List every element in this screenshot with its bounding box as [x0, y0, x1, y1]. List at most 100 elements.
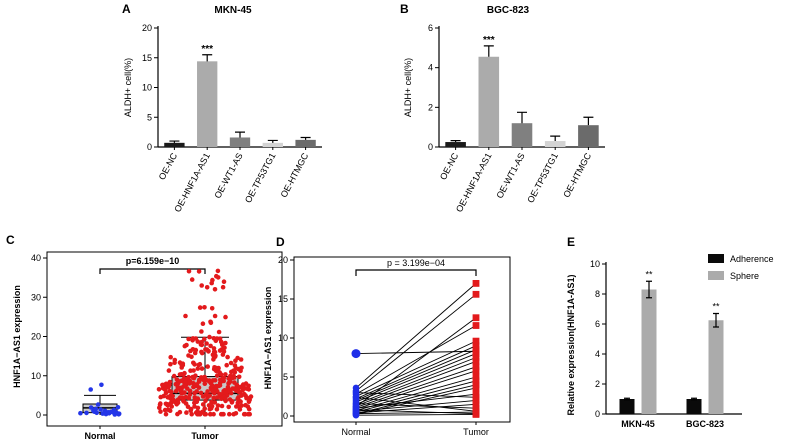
data-point: [208, 343, 213, 349]
data-point: [158, 409, 163, 414]
data-point: [205, 395, 210, 400]
data-point: [167, 388, 172, 394]
data-point: [227, 397, 233, 402]
data-point: [168, 361, 173, 367]
y-tick-label: 6: [428, 23, 433, 33]
data-point: [188, 406, 194, 412]
y-tick-label: 2: [428, 102, 433, 112]
pair-line: [355, 403, 477, 414]
data-point: [209, 399, 214, 405]
y-axis-label: HNF1A−AS1 expression: [12, 285, 22, 388]
y-tick-label: 40: [31, 253, 41, 263]
x-tick-label: Normal: [84, 431, 115, 441]
y-axis-label: Relative expression(HNF1A-AS1): [566, 274, 576, 415]
y-tick-label: 20: [142, 23, 152, 33]
tumor-point: [472, 350, 480, 357]
significance-bracket: [99, 268, 206, 274]
data-point: [227, 411, 232, 417]
data-point: [242, 391, 247, 397]
data-point: [175, 384, 181, 390]
x-tick-label: OE-HNF1A-AS1: [454, 151, 494, 214]
x-tick-label: Tumor: [191, 431, 219, 441]
bar-oe-hnf1a-as1: [478, 56, 500, 148]
error-bar: [267, 139, 278, 143]
data-point: [189, 354, 194, 360]
data-point: [160, 382, 165, 388]
data-point: [233, 411, 239, 416]
data-point: [206, 379, 212, 384]
data-point: [191, 384, 196, 390]
data-point: [239, 403, 244, 408]
data-point: [214, 407, 220, 412]
y-tick-label: 2: [595, 379, 600, 389]
data-point: [115, 405, 121, 410]
pair-line: [355, 357, 477, 405]
y-tick-label: 30: [31, 292, 41, 302]
data-point: [209, 403, 215, 409]
pair-line: [355, 353, 477, 403]
panel-label: A: [122, 2, 131, 16]
error-bar: [624, 397, 630, 401]
x-tick-label: OE-WT1-AS: [494, 151, 526, 200]
error-bar: [169, 140, 180, 143]
data-point: [218, 372, 224, 377]
data-point: [221, 279, 227, 285]
data-point: [202, 374, 207, 380]
data-point: [162, 407, 168, 413]
data-point: [246, 399, 252, 405]
data-point: [183, 380, 188, 385]
y-tick-label: 4: [595, 349, 600, 359]
data-point: [236, 389, 242, 395]
pair-line: [355, 392, 477, 398]
data-point: [191, 360, 196, 366]
legend-label: Sphere: [730, 271, 759, 281]
data-point: [224, 362, 229, 368]
x-tick-label: OE-TP53TG1: [243, 151, 278, 204]
pair-line: [355, 413, 477, 416]
y-tick-label: 20: [31, 332, 41, 342]
pair-line: [355, 370, 477, 410]
x-tick-label: Normal: [341, 427, 370, 437]
error-bar: [450, 140, 461, 143]
normal-point: [352, 403, 360, 410]
data-point: [184, 410, 189, 415]
chart-title: MKN-45: [214, 5, 252, 16]
x-tick-label: OE-TP53TG1: [525, 151, 560, 204]
pair-line: [355, 384, 477, 415]
data-point: [111, 407, 117, 413]
data-point: [216, 329, 222, 335]
data-point: [195, 366, 201, 371]
data-point: [219, 376, 225, 382]
data-point: [78, 410, 83, 416]
x-tick-label: OE-HTMGC: [279, 151, 311, 199]
error-bar: [517, 111, 527, 124]
significance-label: ***: [483, 35, 495, 46]
normal-point: [351, 349, 361, 359]
data-point: [223, 314, 228, 320]
y-axis-label: ALDH+ cell(%): [123, 58, 133, 117]
significance-bracket: [355, 269, 477, 276]
y-tick-label: 15: [142, 53, 152, 63]
data-point: [202, 381, 208, 387]
data-point: [232, 375, 237, 380]
data-point: [194, 389, 199, 394]
data-point: [207, 334, 212, 340]
y-axis-label: HNF1A−AS1 expression: [263, 287, 273, 390]
data-point: [248, 394, 254, 399]
y-tick-label: 0: [36, 410, 41, 420]
data-point: [195, 405, 201, 411]
pair-line: [355, 396, 477, 412]
data-point: [204, 285, 210, 290]
legend-swatch-sphere: [708, 271, 724, 280]
data-point: [198, 390, 204, 396]
data-point: [209, 306, 215, 311]
data-point: [175, 411, 180, 417]
y-tick-label: 15: [278, 294, 288, 304]
data-point: [98, 407, 103, 412]
data-point: [116, 412, 121, 417]
data-point: [242, 411, 248, 417]
data-point: [212, 287, 218, 292]
x-tick-label: OE-HTMGC: [561, 151, 593, 199]
error-bar: [550, 135, 561, 142]
